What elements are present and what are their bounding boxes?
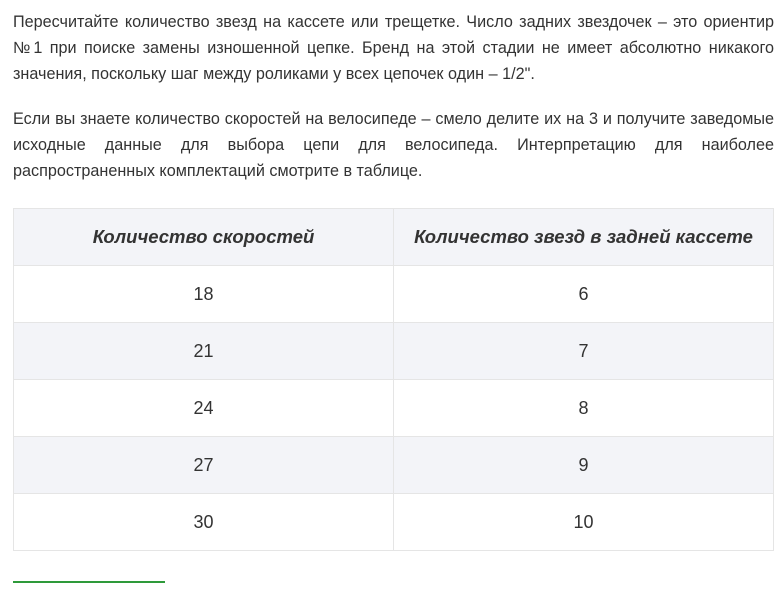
paragraph-speeds-divide: Если вы знаете количество скоростей на в…	[13, 110, 774, 180]
cell-speeds: 21	[13, 322, 394, 380]
table-header-row: Количество скоростей Количество звезд в …	[13, 208, 774, 266]
cell-sprockets: 6	[393, 265, 774, 323]
cell-speeds: 27	[13, 436, 394, 494]
header-speeds: Количество скоростей	[13, 208, 394, 266]
cell-sprockets: 10	[393, 493, 774, 551]
speeds-table: Количество скоростей Количество звезд в …	[13, 208, 774, 551]
table-row: 30 10	[13, 493, 774, 551]
section-divider	[13, 581, 165, 583]
table-row: 24 8	[13, 379, 774, 437]
paragraph-chain-count: Пересчитайте количество звезд на кассете…	[13, 13, 774, 83]
cell-speeds: 24	[13, 379, 394, 437]
table-row: 27 9	[13, 436, 774, 494]
header-rear-sprockets: Количество звезд в задней кассете	[393, 208, 774, 266]
cell-sprockets: 9	[393, 436, 774, 494]
article-body: Пересчитайте количество звезд на кассете…	[13, 9, 774, 184]
table-row: 21 7	[13, 322, 774, 380]
cell-speeds: 18	[13, 265, 394, 323]
cell-speeds: 30	[13, 493, 394, 551]
cell-sprockets: 7	[393, 322, 774, 380]
cell-sprockets: 8	[393, 379, 774, 437]
table-row: 18 6	[13, 265, 774, 323]
